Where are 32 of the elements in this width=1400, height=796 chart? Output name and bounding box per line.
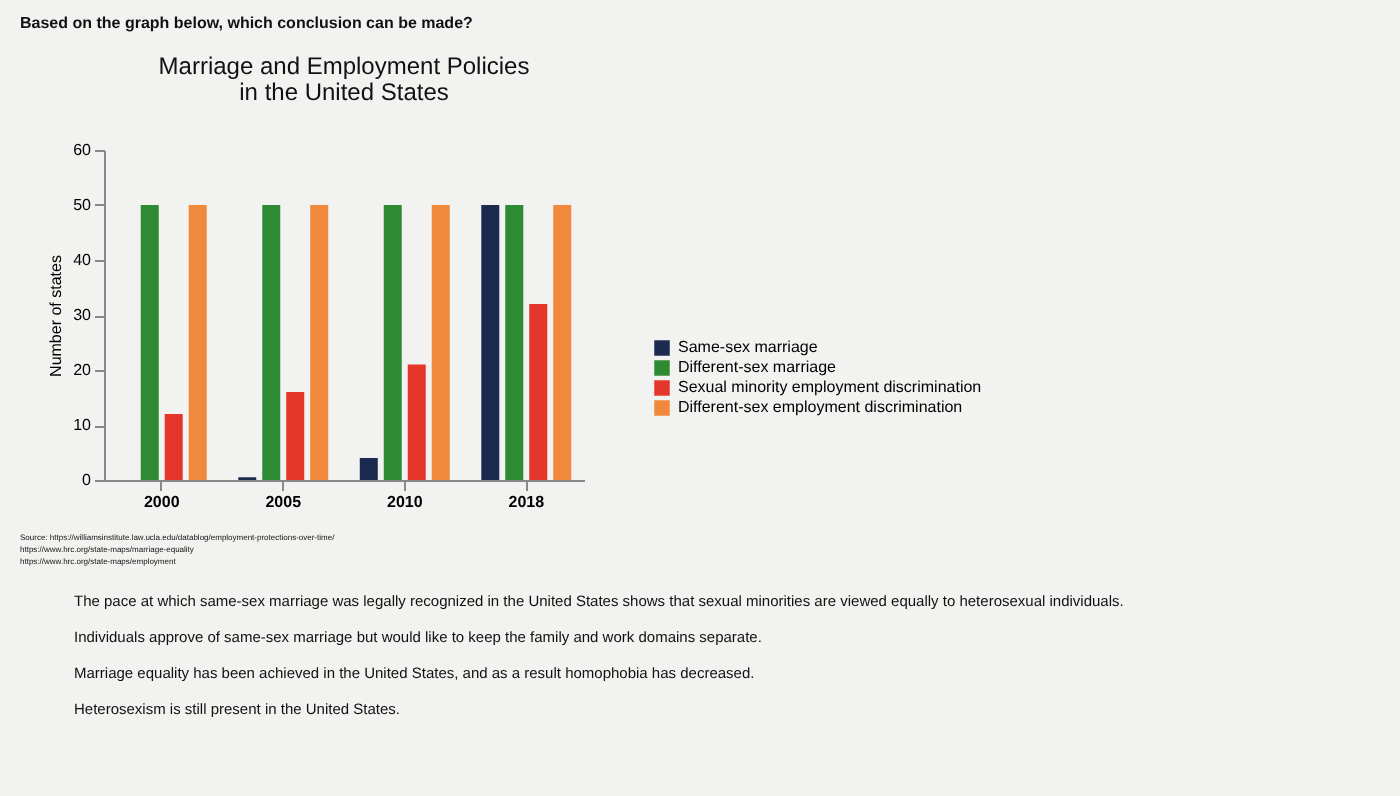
text: Based on the graph below, which conclusion can be made?: [20, 14, 474, 32]
x-tick-label: 2005: [265, 493, 303, 511]
bar: [407, 364, 426, 480]
legend-label: Sexual minority employment discrimination: [678, 378, 982, 396]
bar: [188, 205, 207, 480]
bar: [310, 205, 329, 480]
bar: [529, 304, 548, 480]
bar: [383, 205, 402, 480]
y-tick-label: 0: [82, 471, 93, 489]
y-axis-title: Number of states: [47, 255, 66, 377]
y-tick-label: 20: [73, 361, 93, 379]
x-tick-label: 2010: [386, 493, 424, 511]
legend-label: Different-sex marriage: [678, 358, 838, 376]
bar: [262, 205, 281, 480]
bar: [164, 414, 183, 480]
y-tick-label: 40: [73, 251, 93, 269]
bar: [286, 392, 305, 480]
y-tick-label: 60: [73, 141, 93, 159]
bar: [359, 458, 378, 480]
bar: [553, 205, 572, 480]
bar: [140, 205, 159, 480]
y-tick-label: 10: [73, 416, 93, 434]
chart-title: Marriage and Employment Policies in the United States: [158, 52, 530, 106]
y-tick-label: 30: [73, 306, 93, 324]
y-tick-label: 50: [73, 196, 93, 214]
x-tick-label: 2000: [143, 493, 181, 511]
bar: [505, 205, 524, 480]
bar: [431, 205, 450, 480]
x-tick-label: 2018: [508, 493, 546, 511]
legend-label: Different-sex employment discrimination: [678, 398, 963, 416]
bar: [481, 205, 500, 480]
legend-label: Same-sex marriage: [678, 338, 819, 356]
